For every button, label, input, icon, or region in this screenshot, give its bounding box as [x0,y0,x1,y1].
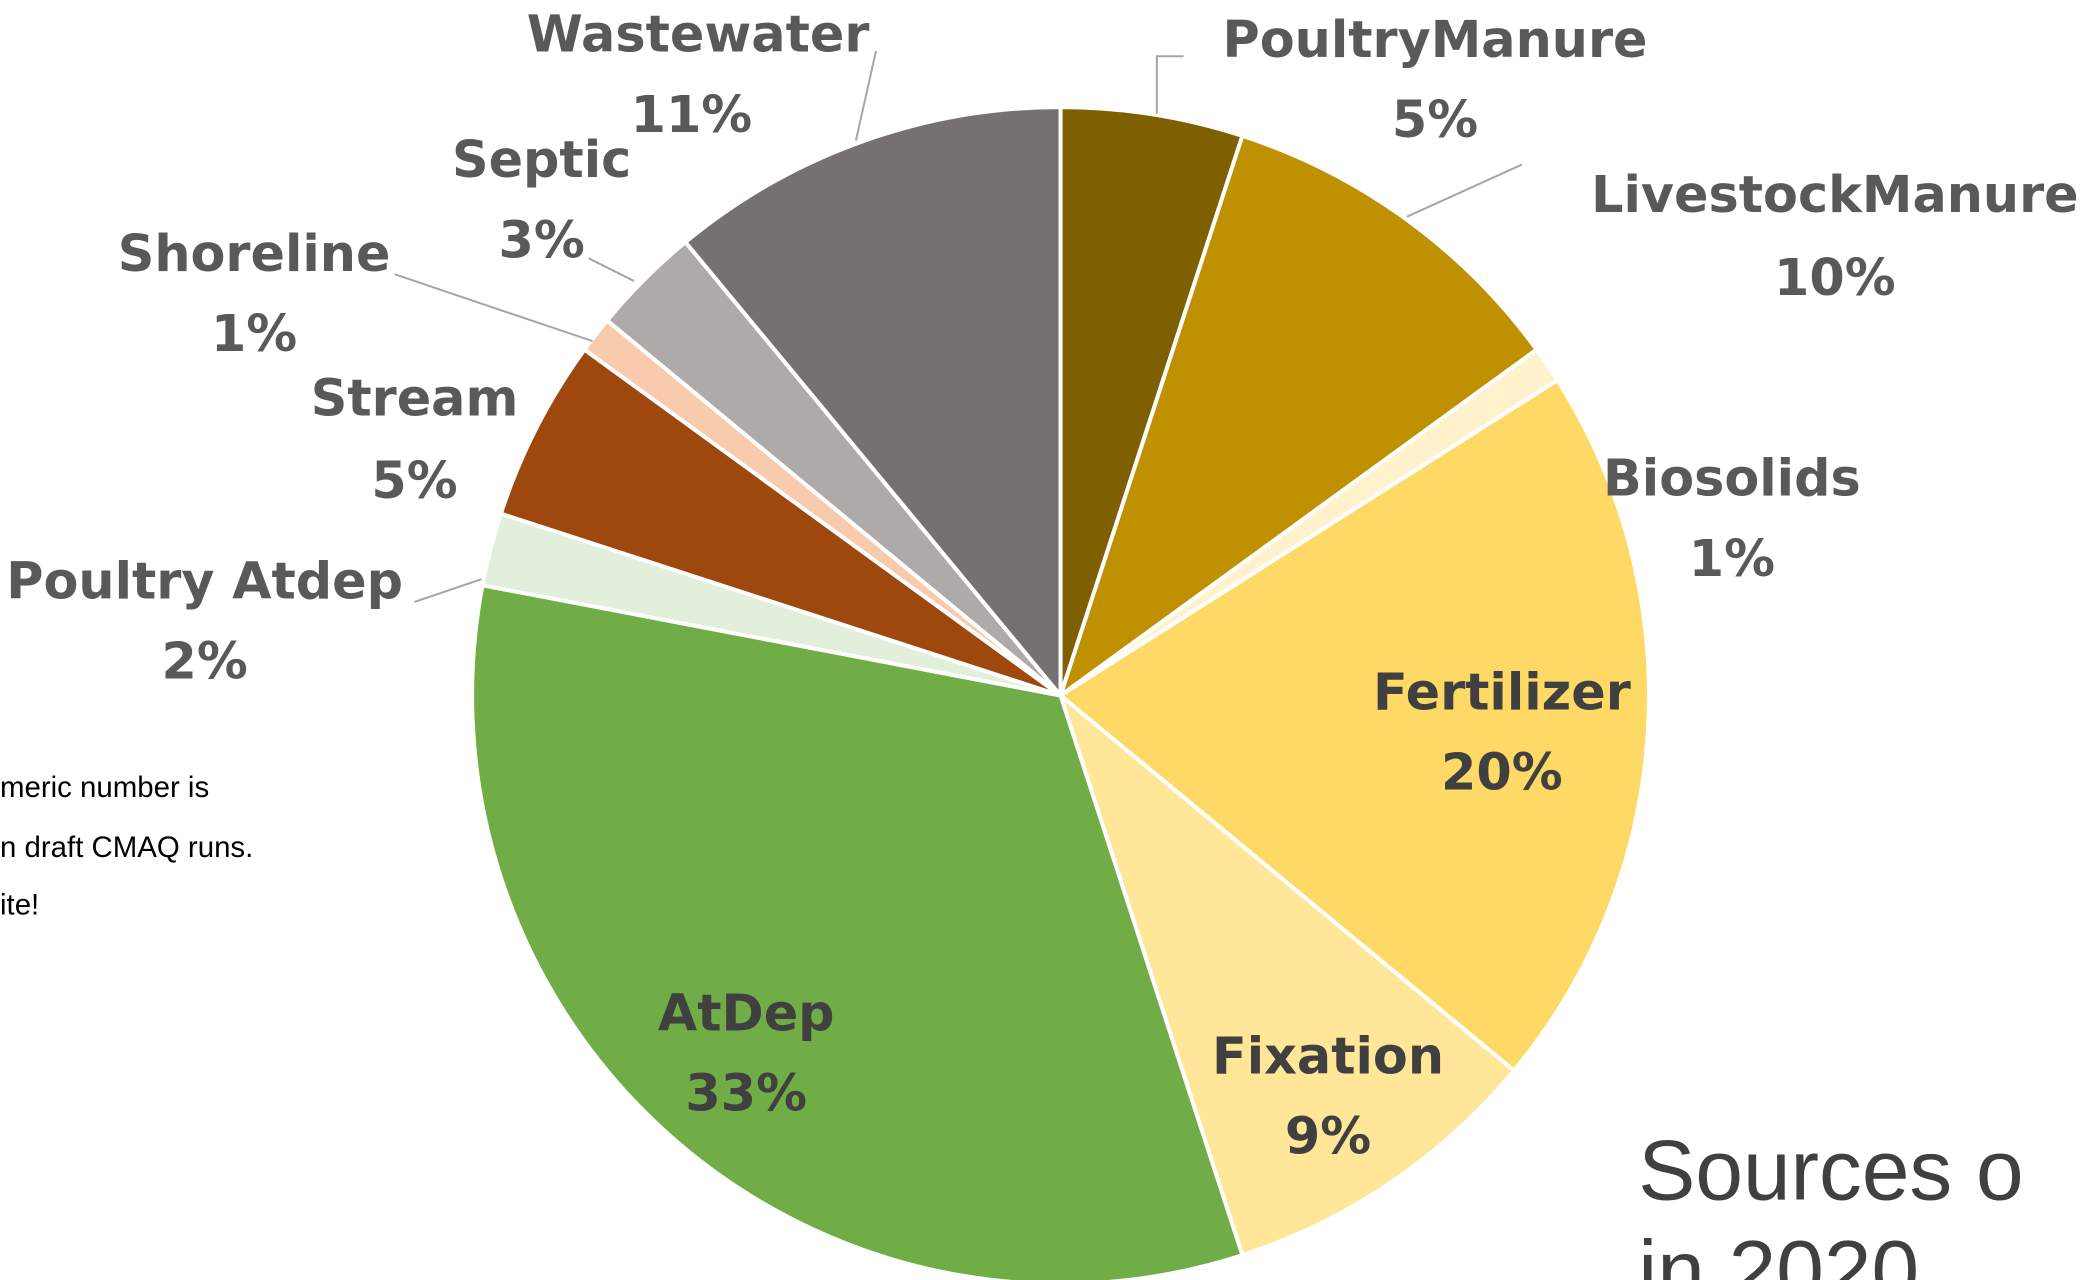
slice-value-label: 5% [1392,90,1478,149]
pie [470,105,1651,1280]
slice-value-label: 1% [211,304,297,363]
pie-slice [1058,133,1539,698]
leader-line [1155,55,1184,114]
slice-label: PoultryManure [1223,10,1648,69]
leader-lines [394,50,1523,603]
pie-slice [1058,105,1245,698]
slice-value-label: 9% [1285,1107,1371,1166]
slice-label: LivestockManure [1591,165,2078,224]
pie-slice [470,583,1245,1280]
slice-value-label: 20% [1441,743,1563,802]
leader-line [1406,163,1523,218]
pie-slice [498,347,1063,698]
pie-slice [1058,693,1516,1258]
chart-title: Sources o [1638,1124,2023,1219]
slice-label: Fertilizer [1373,663,1631,722]
slice-label: Stream [311,368,519,427]
slice-label: Biosolids [1603,449,1861,508]
slice-value-label: 33% [685,1064,807,1123]
slice-value-label: 1% [1689,529,1775,588]
leader-line [414,578,482,603]
leader-line [587,257,635,282]
slice-label: AtDep [658,983,835,1042]
slice-label: Wastewater [527,5,870,64]
note: ite! [0,889,39,922]
slice-label: Shoreline [118,224,391,283]
slice-value-label: 2% [161,632,247,691]
note: n draft CMAQ runs. [0,831,253,864]
slice-value-label: 5% [371,451,457,510]
pie-slice [1058,378,1651,1073]
slice-label: Fixation [1212,1026,1444,1085]
leader-line [854,50,877,141]
slice-label: Septic [452,130,631,189]
slice-value-label: 10% [1774,248,1896,307]
note: meric number is [0,771,209,804]
slice-value-label: 11% [631,85,753,144]
pie-slice [683,105,1063,698]
chart-subtitle: in 2020 [1638,1224,1919,1280]
slice-label: Poultry Atdep [6,551,403,610]
leader-line [394,273,593,343]
slice-value-label: 3% [498,210,584,269]
